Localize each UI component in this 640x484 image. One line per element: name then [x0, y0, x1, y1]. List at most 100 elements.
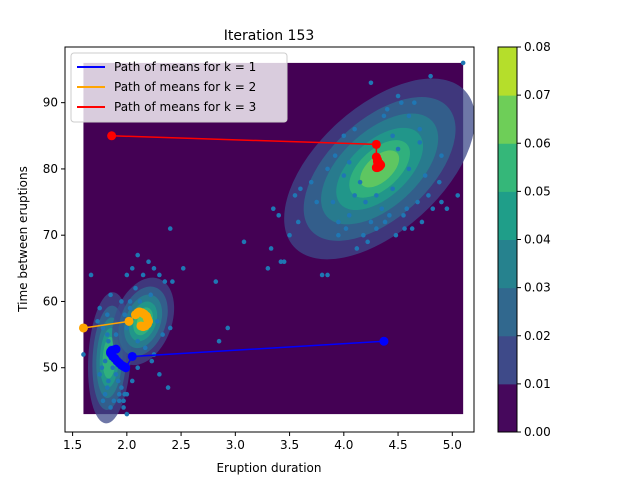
data-point	[135, 365, 140, 371]
colorbar-tick-label: 0.05	[524, 184, 551, 198]
y-axis-label: Time between eruptions	[16, 166, 30, 313]
data-point	[106, 338, 111, 344]
x-axis: 1.5 2.0 2.5 3.0 3.5 4.0 4.5 5.0	[63, 432, 462, 452]
data-point	[97, 305, 103, 311]
data-point	[381, 113, 387, 119]
data-point	[332, 153, 338, 158]
data-point	[406, 113, 412, 119]
data-point	[330, 199, 336, 205]
data-point	[102, 391, 108, 397]
data-point	[319, 272, 325, 278]
data-point	[151, 266, 157, 271]
data-point	[346, 160, 352, 165]
data-point	[95, 319, 100, 324]
data-point	[122, 391, 127, 397]
data-point	[127, 305, 133, 311]
data-point	[113, 332, 119, 337]
data-point	[160, 332, 165, 337]
x-tick-label: 5.0	[443, 438, 462, 452]
colorbar-band	[498, 287, 517, 337]
data-point	[162, 279, 168, 284]
mean-marker-k3	[371, 139, 381, 149]
data-point	[108, 405, 113, 410]
data-point	[213, 279, 219, 284]
data-point	[148, 292, 154, 298]
colorbar-band	[498, 335, 517, 385]
data-point	[270, 206, 276, 211]
x-tick-label: 2.5	[172, 438, 191, 452]
data-point	[455, 193, 461, 198]
mean-paths	[78, 131, 389, 373]
colorbar-tick-label: 0.04	[524, 233, 551, 247]
data-point	[241, 239, 247, 245]
y-tick-label: 50	[43, 361, 58, 375]
plot-frame	[64, 46, 475, 433]
data-point	[135, 338, 140, 344]
data-point	[135, 252, 140, 258]
data-point	[406, 166, 412, 172]
data-point	[167, 226, 173, 231]
data-point	[404, 206, 410, 211]
data-point	[341, 133, 347, 139]
data-point	[374, 193, 379, 198]
data-point	[439, 199, 444, 205]
mean-marker-k1	[379, 336, 389, 346]
data-point	[352, 193, 357, 198]
data-point	[167, 325, 173, 331]
mean-marker-k2	[136, 321, 146, 331]
data-point	[100, 398, 106, 404]
colorbar-band	[498, 191, 517, 240]
data-point	[460, 60, 466, 66]
y-axis: 50 60 70 80 90	[43, 96, 65, 375]
colorbar-tick-label: 0.00	[524, 425, 551, 439]
data-point	[119, 385, 124, 390]
data-point	[97, 372, 103, 377]
data-point	[428, 73, 433, 79]
data-point	[116, 398, 122, 404]
data-point	[216, 338, 222, 344]
colorbar-band	[498, 47, 517, 96]
chart-title: Iteration 153	[224, 28, 315, 44]
data-point	[180, 266, 186, 271]
x-axis-label: Eruption duration	[216, 461, 321, 475]
data-point	[384, 106, 390, 112]
colorbar-band	[498, 383, 517, 433]
legend-label-k3: Path of means for k = 3	[114, 100, 256, 114]
data-point	[346, 213, 352, 218]
data-point	[422, 173, 428, 178]
data-point	[430, 206, 436, 211]
data-point	[343, 226, 349, 231]
x-tick-label: 4.0	[334, 438, 353, 452]
data-point	[157, 272, 162, 278]
colorbar-tick-label: 0.07	[524, 88, 551, 102]
data-point	[108, 292, 113, 298]
data-point	[265, 266, 271, 271]
data-point	[111, 398, 117, 404]
y-tick-label: 70	[43, 228, 58, 242]
data-point	[106, 378, 111, 384]
data-point	[308, 179, 314, 185]
mean-marker-k1	[111, 344, 121, 354]
data-point	[395, 93, 401, 99]
data-point	[325, 166, 330, 172]
data-point	[276, 213, 282, 218]
data-point	[357, 179, 363, 185]
data-point	[295, 219, 301, 225]
data-point	[121, 405, 126, 410]
legend-box	[70, 52, 288, 123]
data-point	[354, 246, 360, 251]
data-point	[395, 146, 401, 152]
x-tick-label: 2.0	[117, 438, 136, 452]
data-point	[314, 199, 319, 205]
data-point	[341, 173, 347, 178]
data-point	[325, 272, 330, 278]
y-tick-label: 80	[43, 162, 58, 176]
data-point	[165, 385, 171, 390]
data-point	[298, 186, 303, 192]
data-point	[81, 352, 86, 357]
data-point	[122, 312, 127, 318]
data-point	[157, 372, 162, 377]
colorbar-band	[498, 239, 517, 289]
data-point	[116, 391, 122, 397]
data-point	[119, 299, 124, 304]
